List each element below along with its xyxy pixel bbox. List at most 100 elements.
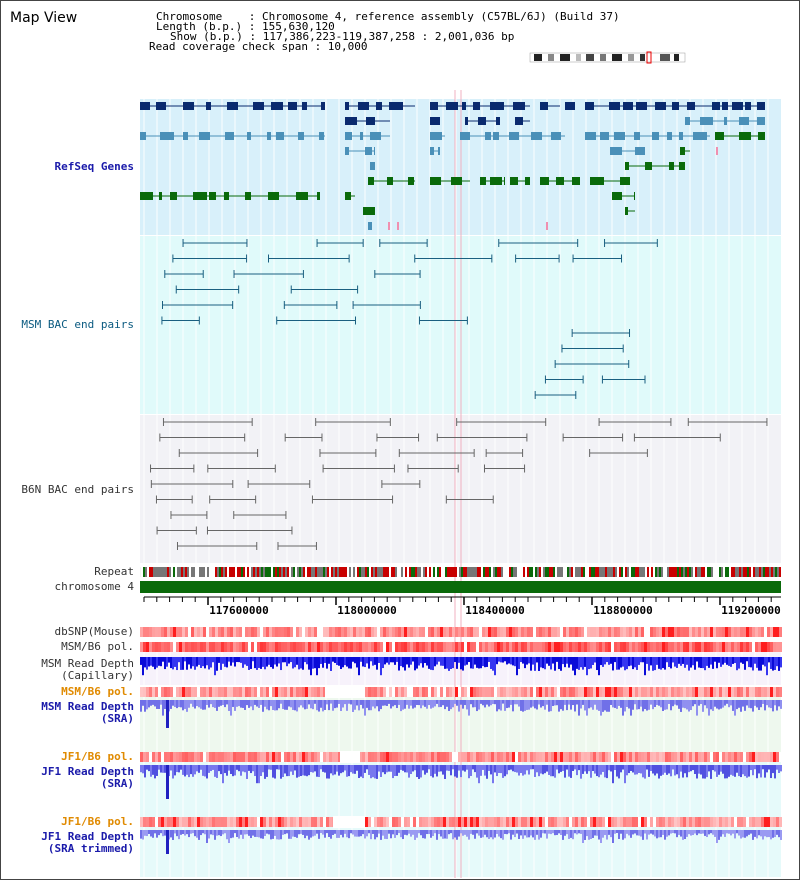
jf1-b6-pol-strip <box>590 752 593 762</box>
track-label-dbsnp[interactable]: dbSNP(Mouse) <box>54 625 134 638</box>
jf1-b6-pol-strip <box>587 752 590 762</box>
jf1-b6-pol-trim-strip <box>635 817 638 827</box>
track-label-jf1-depth-trim[interactable]: JF1 Read Depth <box>41 830 134 843</box>
msm-b6-pol-sra-strip <box>230 687 233 697</box>
jf1-depth-trim-bar <box>578 830 580 834</box>
repeat-element <box>189 567 191 577</box>
jf1-b6-pol-trim-strip <box>230 817 233 827</box>
msm-depth-capillary-bar <box>184 657 186 662</box>
jf1-depth-sra-bar <box>626 765 628 776</box>
repeat-element <box>679 567 681 577</box>
refseq-gene-exon <box>183 102 194 110</box>
jf1-depth-trim-bar <box>450 830 452 834</box>
msm-depth-capillary-bar <box>328 657 330 664</box>
jf1-depth-trim-bar <box>434 830 436 834</box>
msm-depth-sra-bar <box>624 700 626 712</box>
jf1-b6-pol-trim-strip <box>158 817 161 827</box>
track-label-refseq[interactable]: RefSeq Genes <box>54 160 134 173</box>
jf1-depth-sra-bar <box>152 765 154 775</box>
repeat-element <box>409 567 411 577</box>
jf1-depth-sra-bar <box>292 765 294 775</box>
msm-b6-pol-sra-strip <box>536 687 539 697</box>
jf1-b6-pol-trim-strip <box>593 817 596 827</box>
msm-depth-capillary-bar <box>180 657 182 670</box>
msm-depth-capillary-bar <box>706 657 708 666</box>
msm-b6-pol-sra-strip <box>776 687 779 697</box>
track-label-jf1-depth-sra[interactable]: JF1 Read Depth <box>41 765 134 778</box>
track-label-jf1-b6-pol-trim[interactable]: JF1/B6 pol. <box>61 815 134 828</box>
jf1-b6-pol-trim-strip <box>698 817 701 827</box>
msm-b6-pol-sra-strip <box>650 687 653 697</box>
msm-depth-sra-bar <box>678 700 680 709</box>
jf1-b6-pol-trim-strip <box>725 817 728 827</box>
msm-depth-capillary-bar <box>440 657 442 666</box>
repeat-element <box>649 567 651 577</box>
msm-b6-pol-strip <box>269 642 272 652</box>
track-label-repeat[interactable]: Repeat <box>94 565 134 578</box>
msm-depth-capillary-bar <box>728 657 730 666</box>
msm-depth-sra-bar <box>152 700 154 705</box>
jf1-depth-trim-bar <box>420 830 422 836</box>
msm-b6-pol-sra-strip <box>518 687 521 697</box>
repeat-element <box>481 567 483 577</box>
refseq-gene-exon <box>387 177 393 185</box>
jf1-depth-sra-bar <box>282 765 284 777</box>
msm-depth-sra-bar <box>486 700 488 705</box>
jf1-b6-pol-trim-strip <box>377 817 380 827</box>
msm-b6-pol-strip <box>254 642 257 652</box>
msm-depth-sra-bar <box>386 700 388 706</box>
track-label-msm-b6-pol[interactable]: MSM/B6 pol. <box>61 640 134 653</box>
msm-depth-sra-bar <box>214 700 216 708</box>
jf1-depth-sra-bar <box>654 765 656 776</box>
msm-depth-sra-bar <box>496 700 498 712</box>
repeat-element <box>211 567 213 577</box>
msm-depth-sra-bar <box>510 700 512 705</box>
jf1-depth-trim-bar <box>462 830 464 836</box>
msm-depth-sra-bar <box>480 700 482 704</box>
msm-b6-pol-sra-strip <box>662 687 665 697</box>
msm-b6-pol-strip <box>506 642 509 652</box>
jf1-b6-pol-strip <box>566 752 569 762</box>
msm-depth-sra-bar <box>394 700 396 706</box>
refseq-gene-exon <box>245 192 251 200</box>
jf1-b6-pol-trim-strip <box>596 817 599 827</box>
jf1-b6-pol-strip <box>404 752 407 762</box>
jf1-b6-pol-trim-strip <box>197 817 200 827</box>
dbsnp-strip <box>257 627 260 637</box>
msm-depth-sra-bar <box>326 700 328 705</box>
axis-tick-label: 118400000 <box>465 604 525 617</box>
msm-b6-pol-strip <box>266 642 269 652</box>
track-label-msm-bac[interactable]: MSM BAC end pairs <box>21 318 134 331</box>
msm-b6-pol-sra-strip <box>683 687 686 697</box>
refseq-gene-exon <box>368 177 374 185</box>
jf1-depth-sra-bar <box>630 765 632 771</box>
msm-b6-pol-sra-strip <box>533 687 536 697</box>
msm-b6-pol-strip <box>149 642 152 652</box>
track-label-msm-b6-pol-sra[interactable]: MSM/B6 pol. <box>61 685 134 698</box>
track-label-b6n-bac[interactable]: B6N BAC end pairs <box>21 483 134 496</box>
msm-depth-capillary-bar <box>306 657 308 665</box>
jf1-b6-pol-trim-strip <box>647 817 650 827</box>
jf1-b6-pol-strip <box>599 752 602 762</box>
repeat-element <box>275 567 277 577</box>
track-label-msm-depth-sra[interactable]: MSM Read Depth <box>41 700 134 713</box>
msm-depth-sra-bar <box>172 700 174 706</box>
msm-b6-pol-sra-strip <box>194 687 197 697</box>
msm-depth-sra-bar <box>708 700 710 716</box>
track-label-jf1-b6-pol[interactable]: JF1/B6 pol. <box>61 750 134 763</box>
jf1-depth-sra-bar <box>154 765 156 779</box>
jf1-b6-pol-trim-strip <box>590 817 593 827</box>
msm-b6-pol-sra-strip <box>758 687 761 697</box>
repeat-element <box>681 567 683 577</box>
jf1-depth-sra-bar <box>780 765 782 772</box>
msm-depth-capillary-bar <box>426 657 428 666</box>
msm-depth-sra-bar <box>224 700 226 708</box>
jf1-b6-pol-strip <box>233 752 236 762</box>
page-title: Map View <box>10 10 78 26</box>
msm-depth-sra-bar <box>268 700 270 711</box>
dbsnp-strip <box>311 627 314 637</box>
jf1-depth-trim-bar <box>200 830 202 836</box>
track-label-msm-depth-capillary[interactable]: MSM Read Depth <box>41 657 134 670</box>
msm-depth-capillary-bar <box>590 657 592 669</box>
msm-depth-capillary-bar <box>628 657 630 667</box>
